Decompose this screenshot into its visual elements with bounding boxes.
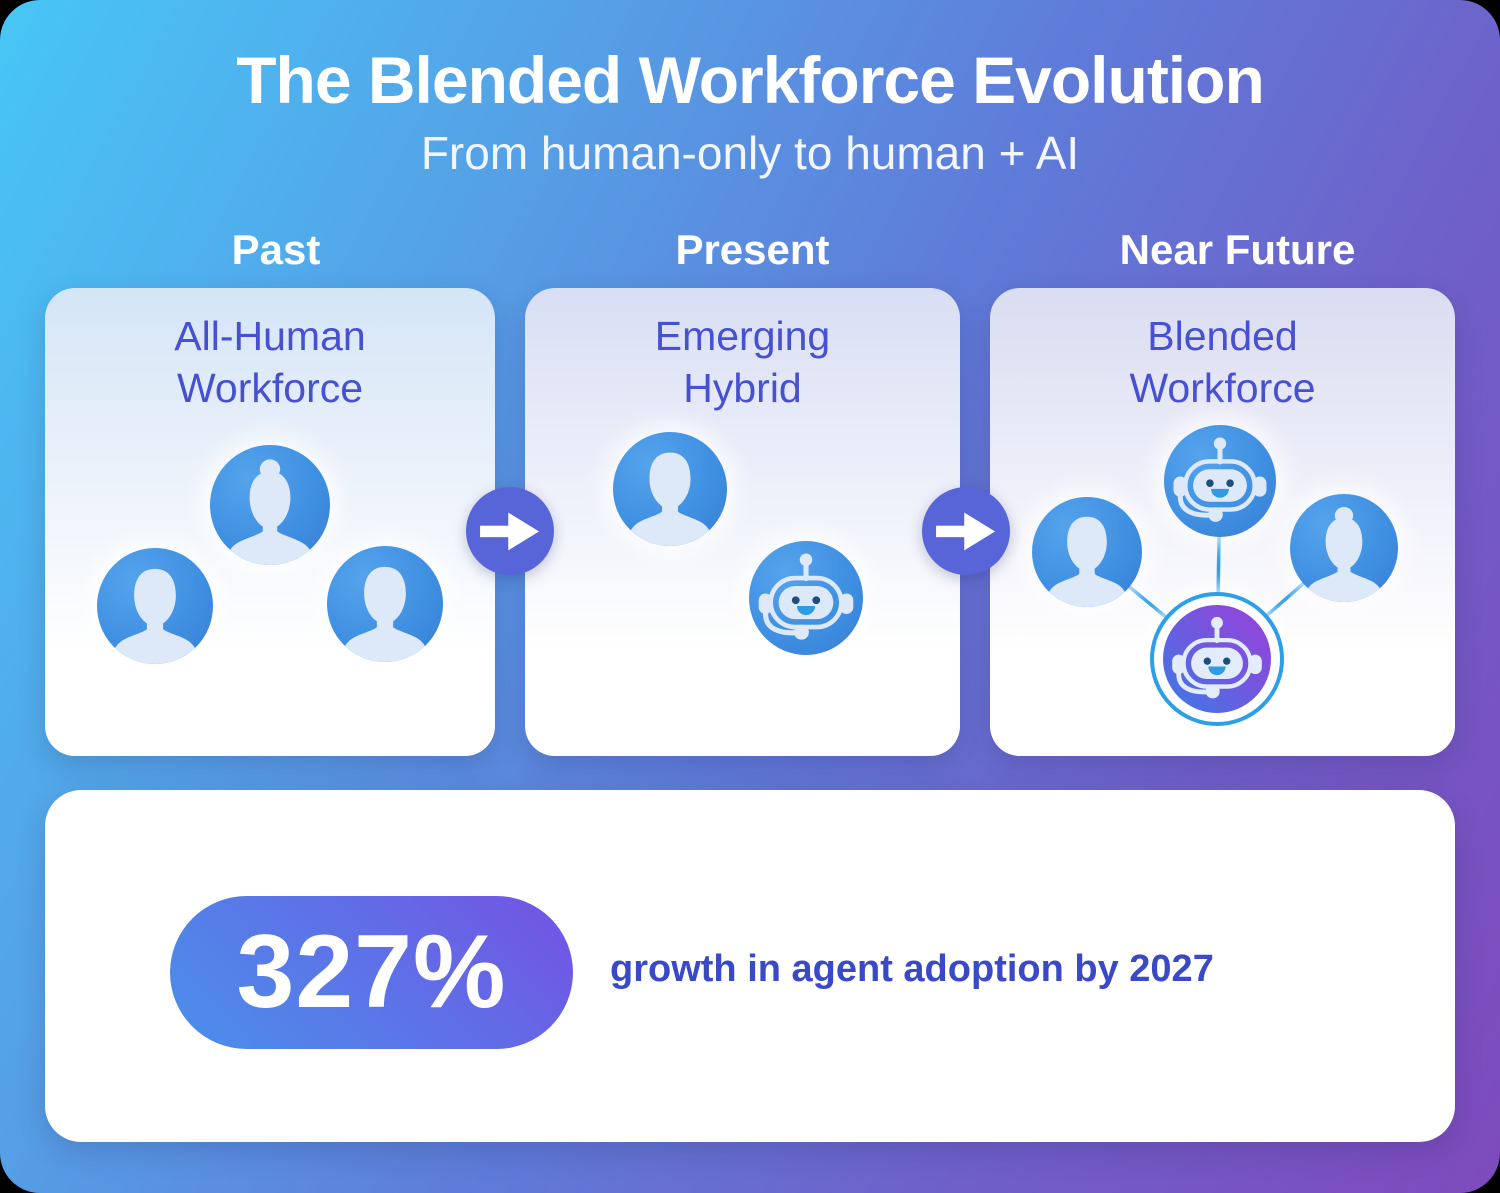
person-icon-female	[1290, 494, 1398, 602]
panel-title-all-human-workforce: All-Human Workforce	[45, 288, 495, 415]
robot-agent-hub-icon	[1163, 605, 1271, 713]
panel-title-line: Hybrid	[683, 365, 802, 412]
panel-title-line: Workforce	[1129, 365, 1316, 412]
panel-title-line: All-Human	[174, 313, 366, 359]
person-icon-male	[97, 548, 213, 664]
panel-title-emerging-hybrid: Emerging Hybrid	[525, 288, 960, 415]
robot-agent-icon	[1164, 425, 1276, 537]
person-icon-male	[327, 546, 443, 662]
panel-emerging-hybrid: Emerging Hybrid	[525, 288, 960, 756]
person-icon-male	[1032, 497, 1142, 607]
person-icon-male	[613, 432, 727, 546]
panel-title-line: Workforce	[176, 365, 364, 412]
stage-label-past: Past	[231, 226, 321, 273]
page-subtitle: From human-only to human + AI	[420, 127, 1080, 179]
arrow-right-icon	[466, 487, 554, 575]
panel-title-line: Blended	[1147, 313, 1298, 359]
stat-badge: 327%	[170, 896, 573, 1049]
person-icon-female	[210, 445, 330, 565]
panel-title-blended-workforce: Blended Workforce	[990, 288, 1455, 415]
robot-agent-icon	[749, 541, 863, 655]
page-title: The Blended Workforce Evolution	[236, 43, 1265, 117]
agent-hub-ring	[1150, 592, 1284, 726]
stat-value: 327%	[236, 914, 507, 1030]
stage-label-present: Present	[675, 226, 830, 273]
panel-title-line: Emerging	[654, 313, 831, 359]
stage-label-near-future: Near Future	[1119, 226, 1356, 273]
stat-card: 327% growth in agent adoption by 2027	[45, 790, 1455, 1142]
stat-description: growth in agent adoption by 2027	[610, 948, 1214, 990]
arrow-right-icon	[922, 487, 1010, 575]
